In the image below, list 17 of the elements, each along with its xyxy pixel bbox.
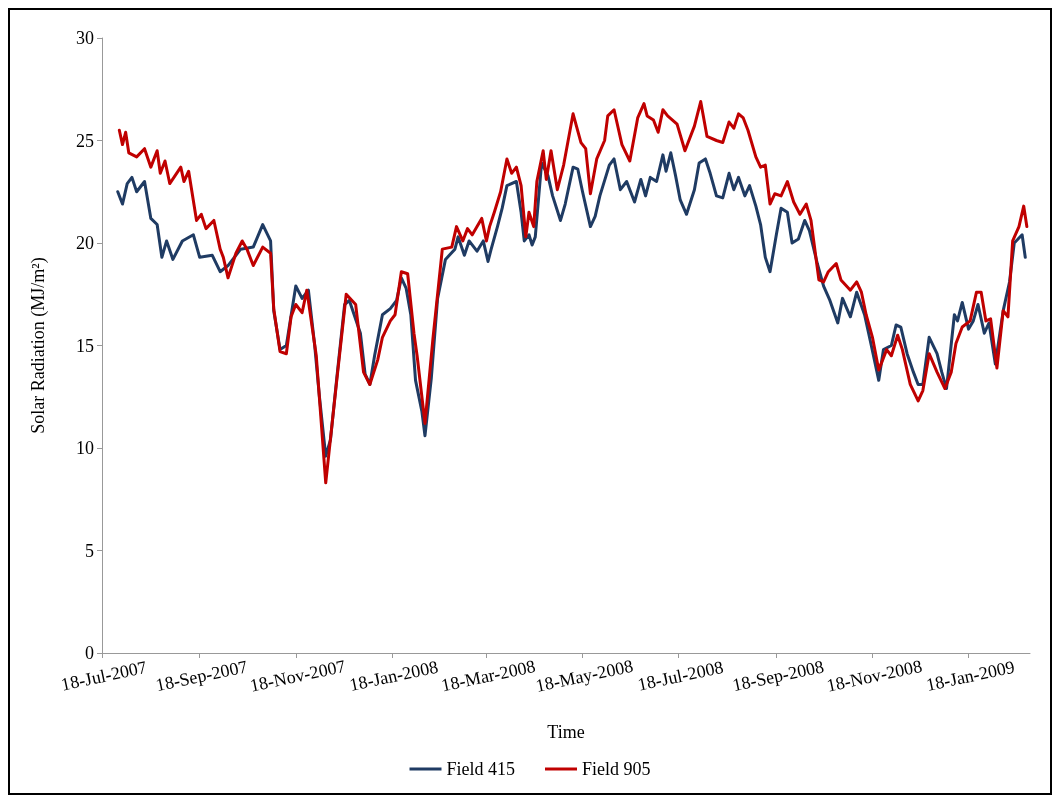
y-tick-label: 30 bbox=[76, 28, 94, 48]
y-tick-label: 10 bbox=[76, 438, 94, 458]
y-tick-label: 25 bbox=[76, 130, 94, 151]
y-tick-label: 15 bbox=[76, 335, 94, 356]
legend-label: Field 905 bbox=[582, 759, 651, 779]
y-tick-label: 5 bbox=[85, 540, 94, 561]
y-axis-title: Solar Radiation (MJ/m²) bbox=[28, 257, 49, 434]
x-tick-label: 18-Sep-2007 bbox=[154, 656, 250, 696]
y-tick-label: 0 bbox=[85, 643, 94, 663]
x-tick-label: 18-Jan-2008 bbox=[347, 656, 440, 695]
legend-label: Field 415 bbox=[446, 759, 516, 779]
y-tick-label: 20 bbox=[76, 233, 94, 253]
x-tick-label: 18-Sep-2008 bbox=[730, 656, 826, 696]
x-tick-label: 18-Jan-2009 bbox=[924, 656, 1017, 695]
x-tick-label: 18-Jul-2008 bbox=[635, 656, 726, 695]
line-series bbox=[117, 100, 1029, 485]
x-axis-title: Time bbox=[547, 722, 585, 742]
